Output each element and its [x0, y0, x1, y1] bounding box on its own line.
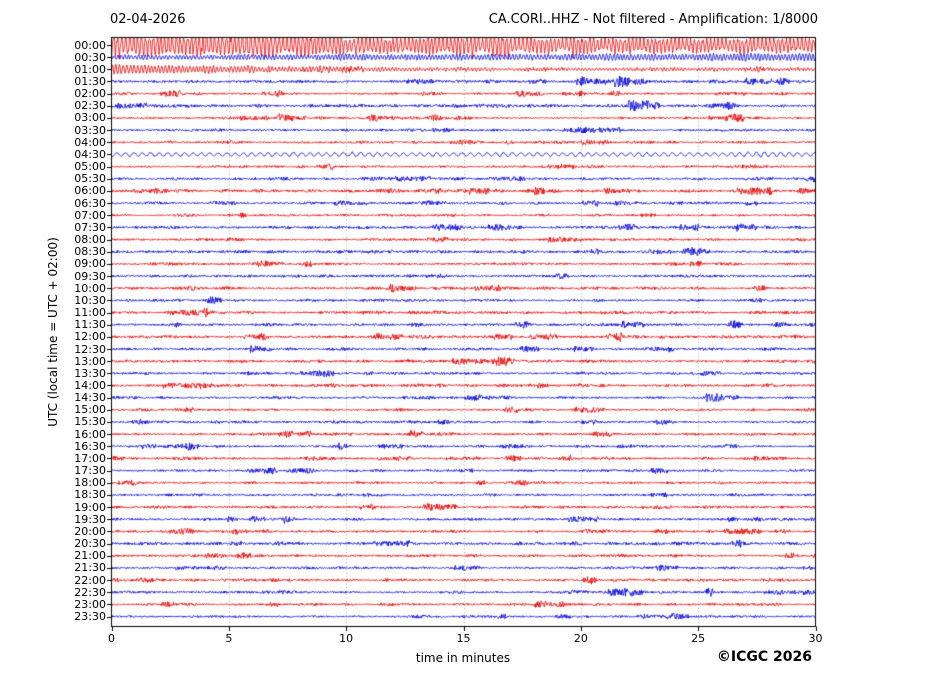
- copyright-text: ©ICGC 2026: [716, 649, 812, 665]
- y-axis-label: UTC (local time = UTC + 02:00): [46, 237, 60, 427]
- x-axis-label: time in minutes: [415, 651, 511, 665]
- plot-date-title: 02-04-2026: [110, 12, 186, 27]
- plot-station-title: CA.CORI..HHZ - Not filtered - Amplificat…: [488, 12, 818, 27]
